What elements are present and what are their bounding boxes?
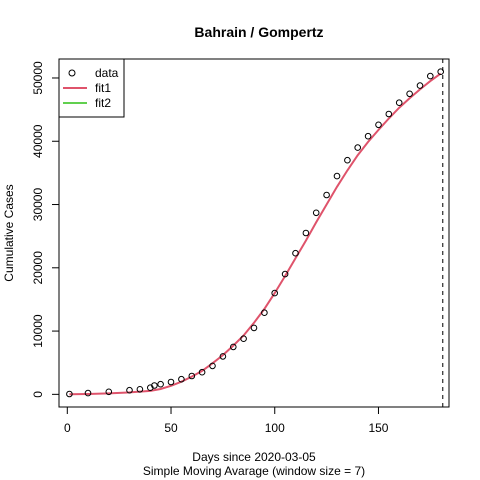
data-point bbox=[188, 372, 196, 380]
series-lines bbox=[69, 72, 442, 396]
data-point bbox=[230, 343, 237, 351]
data-point bbox=[427, 72, 434, 80]
data-point bbox=[416, 82, 424, 89]
data-point bbox=[281, 270, 289, 278]
data-point bbox=[209, 362, 216, 370]
data-point bbox=[198, 368, 206, 376]
data-point bbox=[84, 389, 92, 397]
series-line-fit1 bbox=[69, 72, 442, 396]
y-tick-label: 40000 bbox=[31, 124, 45, 158]
x-axis-sublabel: Simple Moving Avarage (window size = 7) bbox=[143, 464, 365, 478]
data-point bbox=[292, 249, 299, 257]
data-point bbox=[126, 386, 133, 394]
y-axis-label: Cumulative Cases bbox=[2, 184, 16, 281]
legend-marker bbox=[68, 69, 76, 77]
data-point bbox=[375, 121, 382, 129]
data-point bbox=[66, 390, 73, 398]
data-point bbox=[219, 353, 227, 360]
data-point bbox=[333, 172, 341, 180]
x-tick-label: 150 bbox=[368, 421, 388, 435]
legend-label: data bbox=[95, 66, 119, 80]
data-point bbox=[167, 378, 175, 386]
data-point bbox=[406, 90, 413, 98]
data-point bbox=[312, 209, 320, 217]
data-point bbox=[271, 289, 279, 297]
y-tick-label: 0 bbox=[31, 391, 45, 398]
x-axis: 0 50 100 150 bbox=[64, 406, 389, 435]
data-point bbox=[354, 144, 362, 151]
data-point bbox=[437, 68, 445, 75]
data-point bbox=[261, 309, 268, 317]
data-point bbox=[344, 156, 351, 164]
y-tick-label: 50000 bbox=[31, 61, 45, 95]
data-point bbox=[151, 382, 158, 389]
x-tick-label: 50 bbox=[164, 421, 178, 435]
data-point bbox=[250, 324, 258, 332]
y-tick-label: 20000 bbox=[31, 251, 45, 285]
data-point bbox=[178, 375, 185, 383]
data-point bbox=[395, 99, 403, 106]
data-point bbox=[105, 388, 113, 396]
data-point bbox=[364, 132, 372, 140]
y-axis: 0 10000 20000 30000 40000 50000 bbox=[31, 61, 60, 398]
chart-title: Bahrain / Gompertz bbox=[194, 24, 323, 40]
data-point bbox=[240, 335, 247, 343]
x-tick-label: 100 bbox=[265, 421, 285, 435]
legend-label: fit1 bbox=[95, 81, 111, 95]
data-point bbox=[136, 386, 144, 393]
data-point bbox=[302, 229, 310, 237]
legend-label: fit2 bbox=[95, 96, 111, 110]
y-tick-label: 10000 bbox=[31, 314, 45, 348]
x-tick-label: 0 bbox=[64, 421, 71, 435]
data-point bbox=[323, 191, 330, 199]
x-axis-label: Days since 2020-03-05 bbox=[192, 450, 316, 464]
data-point bbox=[157, 380, 164, 388]
data-points bbox=[66, 68, 445, 398]
data-point bbox=[385, 110, 393, 118]
y-tick-label: 30000 bbox=[31, 188, 45, 222]
